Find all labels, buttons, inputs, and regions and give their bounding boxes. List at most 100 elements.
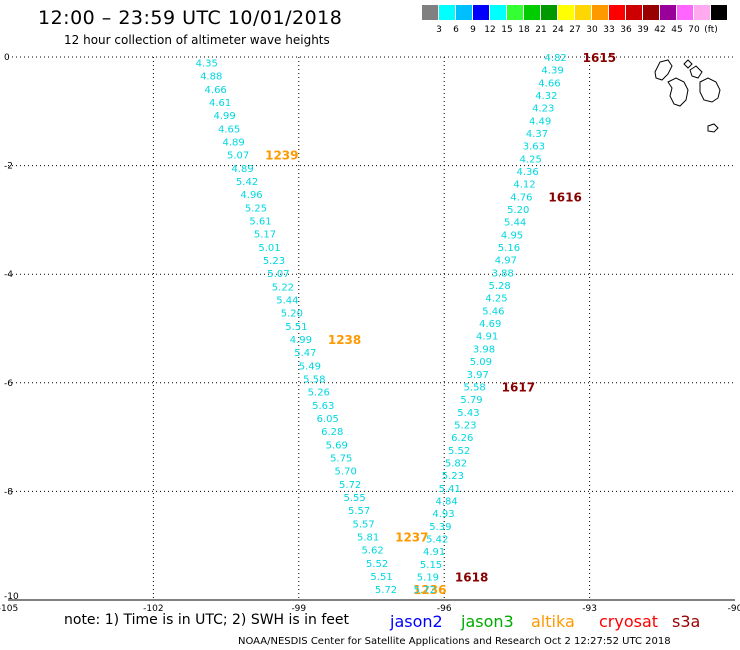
- scale-label: 15: [501, 25, 513, 35]
- scale-swatch: [609, 5, 625, 20]
- coast-island-4: [699, 77, 721, 103]
- y-tick-label: -8: [4, 487, 13, 497]
- wave-height-label: 5.81: [357, 532, 379, 543]
- scale-swatch: [558, 5, 574, 20]
- coast-island-2: [689, 65, 703, 79]
- scale-swatch: [711, 5, 727, 20]
- scale-swatch: [507, 5, 523, 20]
- scale-swatch: [694, 5, 710, 20]
- wave-height-label: 4.61: [209, 98, 231, 109]
- wave-height-label: 4.97: [495, 256, 517, 267]
- scale-swatch: [660, 5, 676, 20]
- wave-height-label: 4.35: [196, 58, 218, 69]
- wave-height-label: 5.19: [417, 572, 439, 583]
- scale-swatch: [422, 5, 438, 20]
- wave-height-label: 5.46: [482, 306, 504, 317]
- scale-swatch: [490, 5, 506, 20]
- scale-label: 45: [671, 25, 683, 35]
- pass-time-label: 1617: [502, 380, 535, 394]
- scale-label: 27: [569, 25, 581, 35]
- wave-height-label: 4.49: [529, 116, 551, 127]
- legend-item-s3a: s3a: [672, 612, 701, 631]
- pass-time-label: 1239: [265, 149, 298, 163]
- scale-swatch: [456, 5, 472, 20]
- wave-height-label: 4.65: [218, 124, 240, 135]
- scale-swatch: [439, 5, 455, 20]
- y-tick-label: -6: [4, 379, 13, 389]
- wave-height-label: 5.58: [303, 374, 325, 385]
- wave-height-label: 5.42: [236, 177, 258, 188]
- wave-height-label: 5.23: [263, 256, 285, 267]
- wave-height-label: 4.25: [485, 294, 507, 305]
- wave-height-label: 5.62: [361, 546, 383, 557]
- scale-swatch: [541, 5, 557, 20]
- wave-height-label: 3.88: [492, 268, 514, 279]
- wave-height-label: 5.23: [454, 420, 476, 431]
- scale-swatch: [473, 5, 489, 20]
- pass-time-label: 1238: [328, 333, 361, 347]
- wave-height-label: 4.99: [290, 335, 312, 346]
- wave-height-label: 4.84: [435, 496, 457, 507]
- wave-height-label: 5.22: [272, 282, 294, 293]
- legend-item-jason3: jason3: [461, 612, 514, 631]
- wave-height-label: 5.72: [339, 480, 361, 491]
- wave-height-label: 5.23: [442, 471, 464, 482]
- scale-swatch: [575, 5, 591, 20]
- wave-height-label: 4.99: [214, 111, 236, 122]
- coast-island-6: [683, 59, 693, 69]
- scale-label: 30: [586, 25, 598, 35]
- wave-height-label: 5.51: [370, 572, 392, 583]
- x-tick-label: -102: [143, 604, 163, 614]
- wave-height-label: 4.36: [516, 167, 538, 178]
- scale-label: 9: [470, 25, 476, 35]
- wave-height-label: 4.93: [432, 509, 454, 520]
- legend-item-cryosat: cryosat: [599, 612, 659, 631]
- wave-height-label: 5.39: [429, 522, 451, 533]
- wave-height-label: 5.26: [308, 388, 330, 399]
- wave-height-label: 4.25: [520, 154, 542, 165]
- coast-island-1: [654, 59, 673, 81]
- wave-height-label: 5.09: [470, 357, 492, 368]
- map-title: 12:00 – 23:59 UTC 10/01/2018: [38, 7, 343, 29]
- wave-height-label: 5.79: [460, 395, 482, 406]
- wave-height-label: 5.55: [344, 493, 366, 504]
- y-tick-label: 0: [4, 53, 10, 63]
- wave-height-label: 5.16: [498, 243, 520, 254]
- map-subtitle: 12 hour collection of altimeter wave hei…: [64, 33, 330, 47]
- wave-height-label: 5.69: [326, 440, 348, 451]
- wave-height-label: 5.25: [245, 203, 267, 214]
- wave-height-label: 5.47: [294, 348, 316, 359]
- scale-label: 12: [484, 25, 496, 35]
- footer-credit: NOAA/NESDIS Center for Satellite Applica…: [238, 636, 671, 647]
- wave-height-label: 5.44: [504, 218, 526, 229]
- scale-label: 33: [603, 25, 615, 35]
- scale-label: 18: [518, 25, 530, 35]
- y-tick-label: -10: [4, 592, 19, 602]
- wave-height-label: 5.82: [445, 458, 467, 469]
- scale-label: 6: [453, 25, 459, 35]
- scale-label: 21: [535, 25, 547, 35]
- wave-height-label: 4.23: [532, 104, 554, 115]
- wave-height-label: 5.41: [439, 484, 461, 495]
- wave-height-label: 3.97: [467, 370, 489, 381]
- wave-height-label: 5.52: [366, 559, 388, 570]
- scale-swatch: [592, 5, 608, 20]
- wave-height-label: 5.75: [330, 453, 352, 464]
- wave-height-label: 5.52: [448, 446, 470, 457]
- wave-height-label: 4.89: [231, 164, 253, 175]
- x-tick-label: -99: [291, 604, 306, 614]
- wave-height-label: 5.07: [267, 269, 289, 280]
- wave-height-label: 4.12: [513, 180, 535, 191]
- wave-height-label: 5.57: [348, 506, 370, 517]
- x-tick-label: -96: [437, 604, 452, 614]
- y-tick-label: -4: [4, 270, 13, 280]
- pass-time-label: 1618: [455, 570, 488, 584]
- scale-swatch: [643, 5, 659, 20]
- wave-height-label: 4.37: [526, 129, 548, 140]
- wave-height-label: 5.72: [375, 585, 397, 596]
- wave-height-label: 4.88: [200, 72, 222, 83]
- wave-height-label: 5.20: [507, 205, 529, 216]
- wave-height-label: 5.20: [281, 309, 303, 320]
- scale-label: 39: [637, 25, 649, 35]
